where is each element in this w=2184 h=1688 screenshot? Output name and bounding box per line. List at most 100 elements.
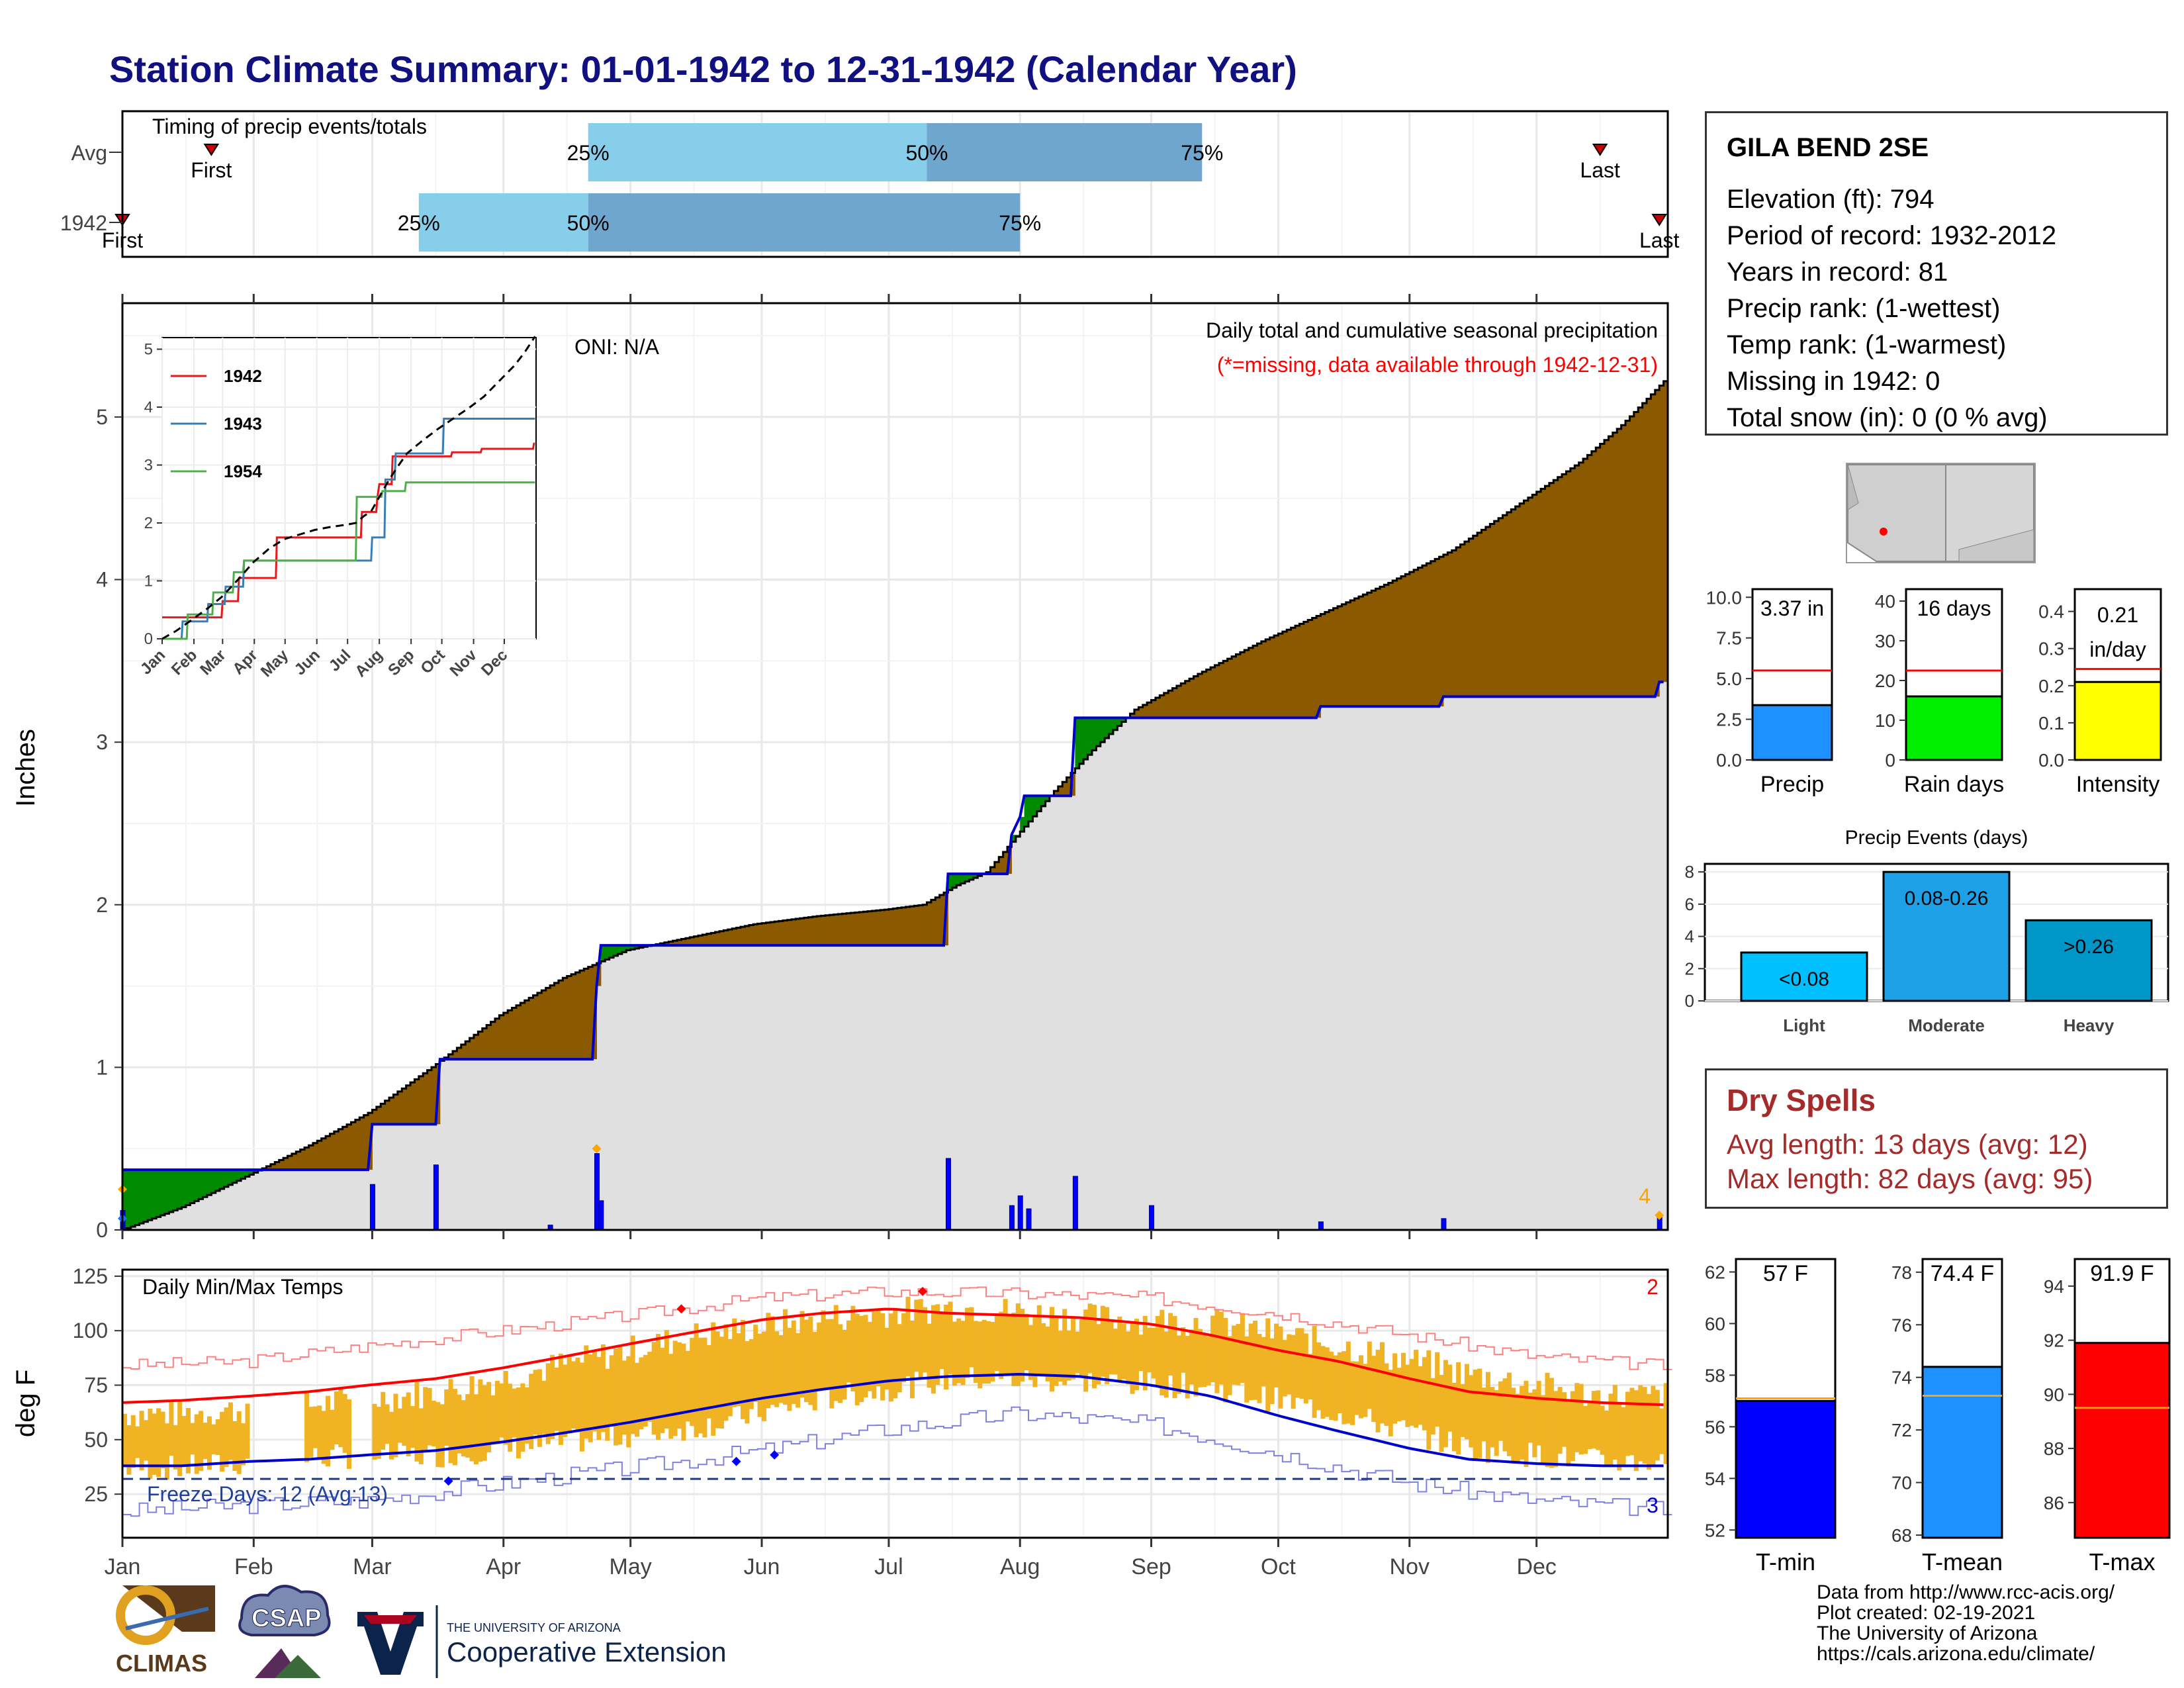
surplus-area-day (338, 1129, 343, 1170)
station-snow: Total snow (in): 0 (0 % avg) (1727, 403, 2048, 432)
surplus-area-day (469, 1038, 475, 1060)
daily-temp-bar (986, 1321, 991, 1384)
daily-temp-bar (1456, 1362, 1461, 1455)
temp-summary-y-tick-label: 76 (1891, 1315, 1912, 1335)
events-y-tick-label: 0 (1685, 991, 1694, 1011)
daily-precip-bar (1149, 1205, 1155, 1231)
deficit-area-day (1020, 817, 1025, 832)
timing-bar-50-75 (927, 123, 1203, 181)
daily-temp-bar (1024, 1313, 1029, 1370)
daily-temp-bar (1041, 1323, 1046, 1374)
daily-temp-bar (427, 1387, 432, 1446)
daily-temp-bar (312, 1406, 318, 1448)
surplus-area-day (1058, 786, 1063, 796)
surplus-area-day (508, 1010, 513, 1060)
temp-summary-y-tick-label: 60 (1705, 1313, 1725, 1334)
daily-temp-bar (821, 1310, 826, 1388)
temp-summary-y-tick-label: 68 (1891, 1525, 1912, 1546)
daily-temp-bar (1409, 1358, 1414, 1426)
surplus-area-day (782, 920, 788, 946)
inset-y-tick-label: 0 (144, 630, 153, 648)
deficit-area-day (143, 1170, 148, 1222)
daily-temp-bar (1520, 1385, 1525, 1460)
daily-temp-bar (973, 1321, 978, 1383)
surplus-area-day (558, 980, 563, 1060)
surplus-area-day (1418, 567, 1423, 707)
daily-temp-bar (1345, 1341, 1351, 1424)
daily-temp-bar (347, 1399, 352, 1470)
deficit-area-day (1105, 718, 1110, 739)
surplus-area-day (880, 910, 886, 946)
daily-temp-bar (1663, 1383, 1668, 1464)
daily-temp-bar (1054, 1318, 1059, 1386)
surplus-area-day (1426, 563, 1432, 707)
surplus-area-day (1553, 480, 1559, 697)
daily-temp-bar (232, 1421, 238, 1472)
events-bar-label: 0.08-0.26 (1905, 888, 1989, 910)
surplus-area-day (711, 933, 716, 946)
deficit-area-day (1109, 718, 1114, 734)
surplus-area-day (1147, 702, 1152, 718)
daily-temp-bar (410, 1406, 416, 1448)
surplus-area-day (1469, 538, 1474, 697)
daily-temp-bar (1414, 1350, 1419, 1428)
summary-y-tick-label: 0.2 (2038, 676, 2064, 696)
surplus-area-day (1633, 412, 1639, 697)
daily-temp-bar (736, 1333, 741, 1407)
daily-temp-bar (994, 1315, 999, 1372)
surplus-area-day (1647, 399, 1651, 697)
daily-temp-bar (715, 1331, 720, 1429)
daily-temp-bar (1151, 1327, 1156, 1379)
daily-temp-bar (584, 1345, 589, 1439)
surplus-area-day (838, 914, 843, 946)
daily-temp-bar (694, 1323, 699, 1438)
daily-temp-bar (1506, 1372, 1512, 1456)
freeze-label: Freeze Days: 12 (Avg:13) (147, 1482, 388, 1506)
daily-temp-bar (1511, 1387, 1516, 1463)
deficit-area-day (1087, 718, 1093, 755)
temp-summary-y-tick-label: 94 (2044, 1276, 2064, 1297)
surplus-area-day (490, 1021, 496, 1060)
surplus-area-day (410, 1082, 415, 1125)
surplus-area-day (1405, 574, 1410, 707)
y-tick-label: 125 (73, 1264, 108, 1288)
daily-temp-bar (639, 1357, 644, 1430)
daily-temp-bar (1075, 1331, 1080, 1374)
station-temp-rank: Temp rank: (1-warmest) (1727, 330, 2007, 359)
surplus-area-day (1536, 491, 1541, 697)
surplus-area-day (757, 923, 762, 946)
station-name: GILA BEND 2SE (1727, 133, 1929, 162)
temp-summary-value-label: 91.9 F (2090, 1261, 2154, 1286)
daily-temp-bar (1439, 1375, 1444, 1452)
inset-y-tick-label: 4 (144, 399, 153, 416)
surplus-area-day (1210, 667, 1215, 718)
daily-temp-bar (406, 1392, 411, 1456)
surplus-area-day (1197, 674, 1203, 718)
surplus-area-day (1557, 477, 1563, 697)
temp-marker (918, 1286, 928, 1296)
surplus-area-day (1329, 610, 1334, 707)
daily-temp-bar (1545, 1372, 1550, 1468)
precip-marker (1655, 1210, 1664, 1220)
daily-temp-bar (923, 1307, 928, 1373)
surplus-area-day (732, 928, 737, 946)
deficit-area-day (1096, 718, 1101, 747)
surplus-area-day (867, 911, 872, 946)
daily-temp-bar (905, 1296, 911, 1376)
temp-summary-y-tick-label: 88 (2044, 1438, 2064, 1459)
surplus-area-day (355, 1119, 360, 1170)
footer-info: Data from http://www.rcc-acis.org/ Plot … (1817, 1582, 2115, 1664)
daily-temp-bar (224, 1407, 229, 1468)
surplus-area-day (990, 867, 995, 874)
surplus-area-day (1054, 790, 1059, 796)
surplus-area-day (727, 929, 733, 946)
deficit-area-day (194, 1170, 199, 1201)
daily-temp-bar (1083, 1309, 1089, 1392)
surplus-area-day (1269, 637, 1275, 718)
temp-title: Daily Min/Max Temps (142, 1275, 343, 1299)
daily-temp-bar (1316, 1342, 1322, 1411)
timing-bar-50-75 (588, 193, 1021, 252)
surplus-area-day (554, 982, 559, 1060)
summary-category-label: Rain days (1904, 772, 2004, 797)
